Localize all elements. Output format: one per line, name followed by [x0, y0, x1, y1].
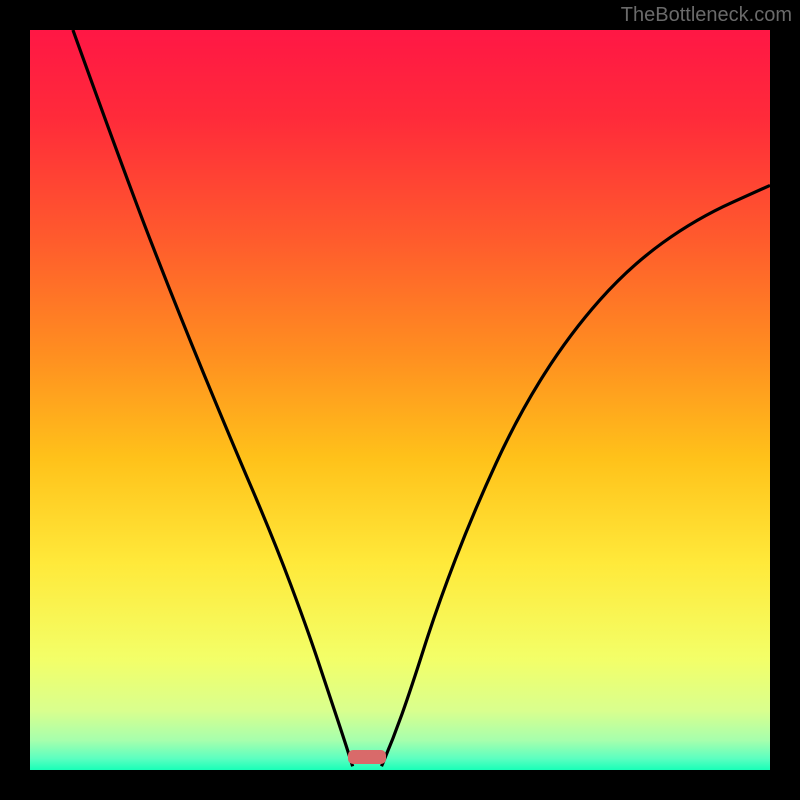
minimum-marker [348, 750, 386, 764]
chart-container: TheBottleneck.com [0, 0, 800, 800]
watermark-text: TheBottleneck.com [621, 4, 792, 27]
plot-area [30, 30, 770, 770]
bottleneck-curve [30, 30, 770, 770]
